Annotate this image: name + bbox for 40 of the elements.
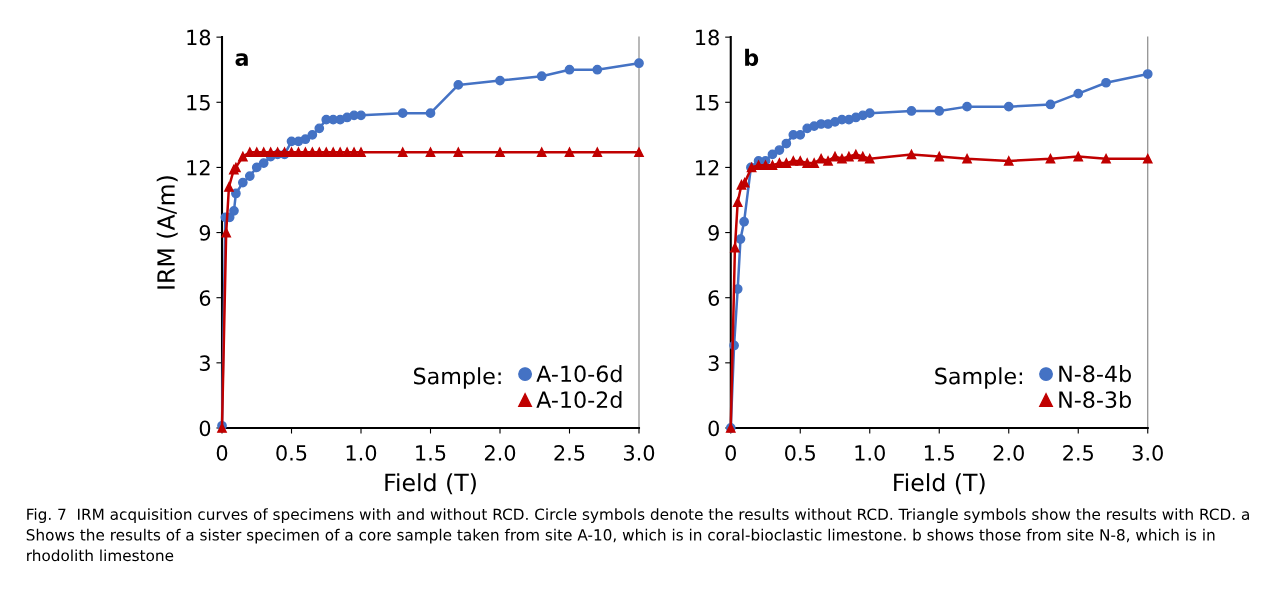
legend-title: Sample:: [414, 367, 501, 389]
y-tick-label: 18: [696, 29, 719, 46]
y-tick-label: 6: [708, 290, 720, 306]
text: a: [235, 53, 248, 67]
y-tick-label: 0: [199, 420, 211, 437]
legend-label: A-10-2d: [536, 390, 622, 409]
y-tick-label: 3: [199, 355, 210, 372]
x-tick-label: 0.5: [276, 445, 307, 461]
legend-title: Sample:: [935, 367, 1022, 389]
legend-label: N-8-4b: [1059, 364, 1131, 383]
x-tick-label: 3.0: [1132, 445, 1163, 461]
x-axis-title: Field (T): [385, 473, 476, 495]
legend-label: A-10-6d: [536, 364, 622, 383]
y-tick-label: 3: [708, 355, 719, 372]
y-tick-label: 12: [187, 159, 210, 176]
chart-title: b: [745, 48, 759, 67]
y-tick-label: 12: [696, 159, 719, 176]
x-tick-label: 0: [216, 445, 228, 461]
x-tick-label: 1.5: [416, 445, 446, 461]
x-tick-label: 0: [725, 445, 736, 461]
y-tick-label: 18: [187, 29, 211, 46]
y-tick-label: 0: [708, 420, 719, 437]
x-tick-label: 1.5: [924, 445, 954, 461]
x-tick-label: 2.0: [484, 445, 516, 461]
y-tick-label: 15: [696, 95, 719, 111]
caption: Fig. 7 IRM acquisition curves of specimens with and without RCD. Circle symbols denote the results without RCD. Triangle symbols show the results with RCD. a Shows the results of a sister specimen of a core sample taken from site A-10, which is in coral-bioclastic limestone. b shows those from site N-8, which is in rhodolith limestone: [26, 508, 1249, 562]
y-tick-label: 6: [199, 290, 211, 306]
y-tick-label: 9: [199, 225, 211, 241]
x-tick-label: 2.5: [554, 445, 585, 461]
legend-label: N-8-3b: [1059, 390, 1131, 409]
x-tick-label: 0.5: [785, 445, 815, 461]
y-axis-title: IRM (A/m): [156, 176, 178, 289]
y-tick-label: 9: [708, 225, 719, 241]
x-tick-label: 2.0: [993, 445, 1024, 461]
x-tick-label: 1.0: [346, 445, 377, 461]
x-axis-title: Field (T): [894, 473, 985, 495]
x-tick-label: 3.0: [624, 445, 655, 461]
y-tick-label: 15: [187, 95, 210, 111]
x-tick-label: 1.0: [855, 445, 885, 461]
x-tick-label: 2.5: [1063, 445, 1093, 461]
